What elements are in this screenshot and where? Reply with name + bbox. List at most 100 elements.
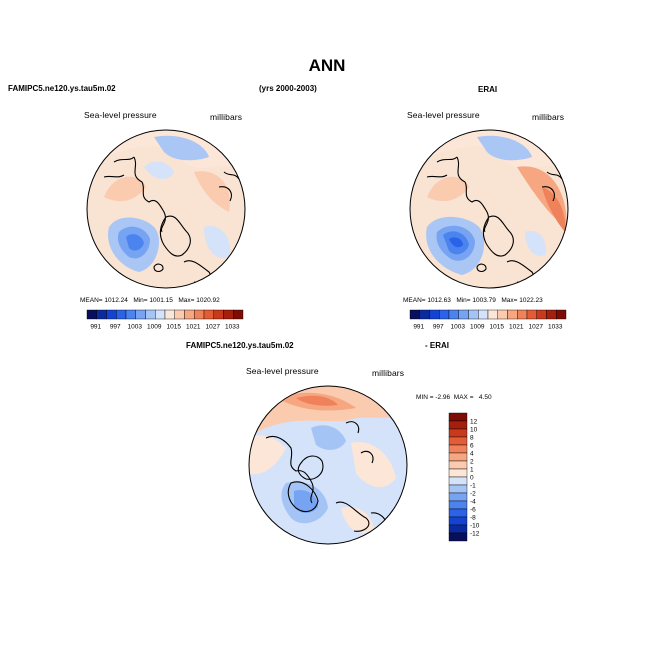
- model-colorbar-swatch: [116, 309, 127, 320]
- model-barents-low: [204, 226, 230, 259]
- model-min-value: 1001.15: [149, 297, 173, 304]
- diff-colorbar-tick-label: -6: [470, 506, 476, 513]
- diff-variable-label: Sea-level pressure: [246, 366, 319, 376]
- diff-colorbar-swatch: [448, 508, 468, 518]
- obs-variable-label: Sea-level pressure: [407, 110, 480, 120]
- model-colorbar-tick-label: 1003: [128, 324, 143, 331]
- obs-map-border: [409, 129, 569, 289]
- model-colorbar: 991 997 1003 1009 1015 1021 1027 1033: [86, 309, 244, 331]
- diff-polar-map: [248, 385, 408, 545]
- diff-colorbar-tick-label: 12: [470, 418, 478, 425]
- model-colorbar-swatch: [233, 309, 244, 320]
- diff-colorbar-tick-label: -4: [470, 498, 476, 505]
- model-max-value: 1020.92: [196, 297, 220, 304]
- model-colorbar-tick-label: 1009: [147, 324, 162, 331]
- diff-colorbar-swatch: [448, 500, 468, 510]
- diff-colorbar-swatch: [448, 468, 468, 478]
- model-mean-value: 1012.24: [104, 297, 128, 304]
- obs-coastline-iceland: [476, 263, 487, 272]
- diff-colorbar-swatch: [448, 476, 468, 486]
- model-colorbar-swatch: [194, 309, 205, 320]
- obs-colorbar-swatch: [439, 309, 450, 320]
- diff-coastline-canada: [265, 435, 314, 504]
- obs-colorbar: 991 997 1003 1009 1015 1021 1027 1033: [409, 309, 567, 331]
- diff-min-label: MIN =: [416, 394, 434, 401]
- model-colorbar-tick-label: 991: [90, 324, 101, 331]
- obs-colorbar-tick-label: 1003: [451, 324, 466, 331]
- diff-colorbar-swatch: [448, 460, 468, 470]
- years-header: (yrs 2000-2003): [259, 84, 317, 93]
- diff-coastline-scandinavia: [335, 501, 370, 532]
- diff-west-near-zero: [249, 435, 286, 475]
- model-map-border: [86, 129, 246, 289]
- model-units-label: millibars: [210, 112, 243, 122]
- model-colorbar-swatch: [125, 309, 136, 320]
- model-colorbar-swatch: [145, 309, 156, 320]
- diff-europe-near-zero: [341, 506, 374, 533]
- obs-colorbar-swatch: [448, 309, 459, 320]
- diff-max-value: 4.50: [478, 394, 492, 401]
- model-colorbar-swatch: [135, 309, 146, 320]
- model-colorbar-tick-label: 1015: [167, 324, 182, 331]
- obs-colorbar-swatch: [536, 309, 547, 320]
- diff-obs-header: - ERAI: [425, 341, 449, 350]
- model-west-high: [104, 176, 146, 202]
- diff-colorbar-swatch: [448, 420, 468, 430]
- obs-min-label: Min=: [456, 297, 471, 304]
- model-min-label: Min=: [133, 297, 148, 304]
- obs-colorbar-tick-label: 1009: [470, 324, 485, 331]
- obs-units-label: millibars: [532, 112, 565, 122]
- obs-colorbar-tick-label: 1033: [548, 324, 563, 331]
- diff-colorbar-swatch: [448, 484, 468, 494]
- diff-arctic-negative: [311, 425, 346, 450]
- diff-max-label: MAX =: [453, 394, 474, 401]
- diff-colorbar-swatch: [448, 444, 468, 454]
- obs-colorbar-swatch: [409, 309, 420, 320]
- model-colorbar-swatch: [106, 309, 117, 320]
- obs-stats: MEAN= 1012.63 Min= 1003.79 Max= 1022.23: [403, 297, 543, 304]
- model-max-label: Max=: [178, 297, 195, 304]
- model-coastline-canada: [133, 156, 166, 233]
- diff-north-max: [296, 395, 338, 406]
- model-mean-label: MEAN=: [80, 297, 103, 304]
- obs-min-value: 1003.79: [472, 297, 496, 304]
- obs-polar-map: [409, 129, 569, 289]
- model-colorbar-swatch: [155, 309, 166, 320]
- diff-colorbar-tick-label: 0: [470, 474, 474, 481]
- diff-coastline-archipelago: [297, 455, 324, 480]
- obs-colorbar-tick-label: 997: [433, 324, 444, 331]
- model-colorbar-tick-label: 997: [110, 324, 121, 331]
- diff-colorbar-tick-label: -8: [470, 514, 476, 521]
- model-colorbar-tick-label: 1033: [225, 324, 240, 331]
- diff-colorbar-swatch: [448, 412, 468, 422]
- model-arctic-trough: [144, 161, 174, 179]
- model-stats: MEAN= 1012.24 Min= 1001.15 Max= 1020.92: [80, 297, 220, 304]
- diff-colorbar-tick-label: -10: [470, 522, 480, 529]
- diff-colorbar-swatch: [448, 428, 468, 438]
- diff-colorbar-tick-label: 2: [470, 458, 474, 465]
- diff-colorbar-tick-label: -12: [470, 530, 480, 537]
- diff-colorbar-swatch: [448, 452, 468, 462]
- model-colorbar-tick-label: 1021: [186, 324, 201, 331]
- obs-west-high: [427, 176, 469, 202]
- obs-coastline-siberia: [541, 171, 563, 202]
- model-east-high: [194, 171, 230, 212]
- diff-coastline-greenland: [287, 481, 319, 513]
- obs-colorbar-swatch: [526, 309, 537, 320]
- obs-colorbar-tick-label: 991: [413, 324, 424, 331]
- diff-min-value: -2.96: [435, 394, 451, 401]
- obs-coastline-canada: [456, 156, 489, 233]
- obs-coastline-greenland: [482, 215, 514, 257]
- diff-case-header: FAMIPC5.ne120.ys.tau5m.02: [186, 341, 294, 350]
- obs-colorbar-swatch: [458, 309, 469, 320]
- obs-colorbar-swatch: [556, 309, 567, 320]
- diff-colorbar-tick-label: 10: [470, 426, 478, 433]
- obs-colorbar-tick-label: 1027: [529, 324, 544, 331]
- diff-units-label: millibars: [372, 368, 405, 378]
- obs-colorbar-swatch: [478, 309, 489, 320]
- obs-mean-value: 1012.63: [427, 297, 451, 304]
- model-coastline-siberia: [218, 171, 240, 202]
- obs-max-label: Max=: [501, 297, 518, 304]
- diff-colorbar-tick-label: -1: [470, 482, 476, 489]
- diff-colorbar-swatch: [448, 492, 468, 502]
